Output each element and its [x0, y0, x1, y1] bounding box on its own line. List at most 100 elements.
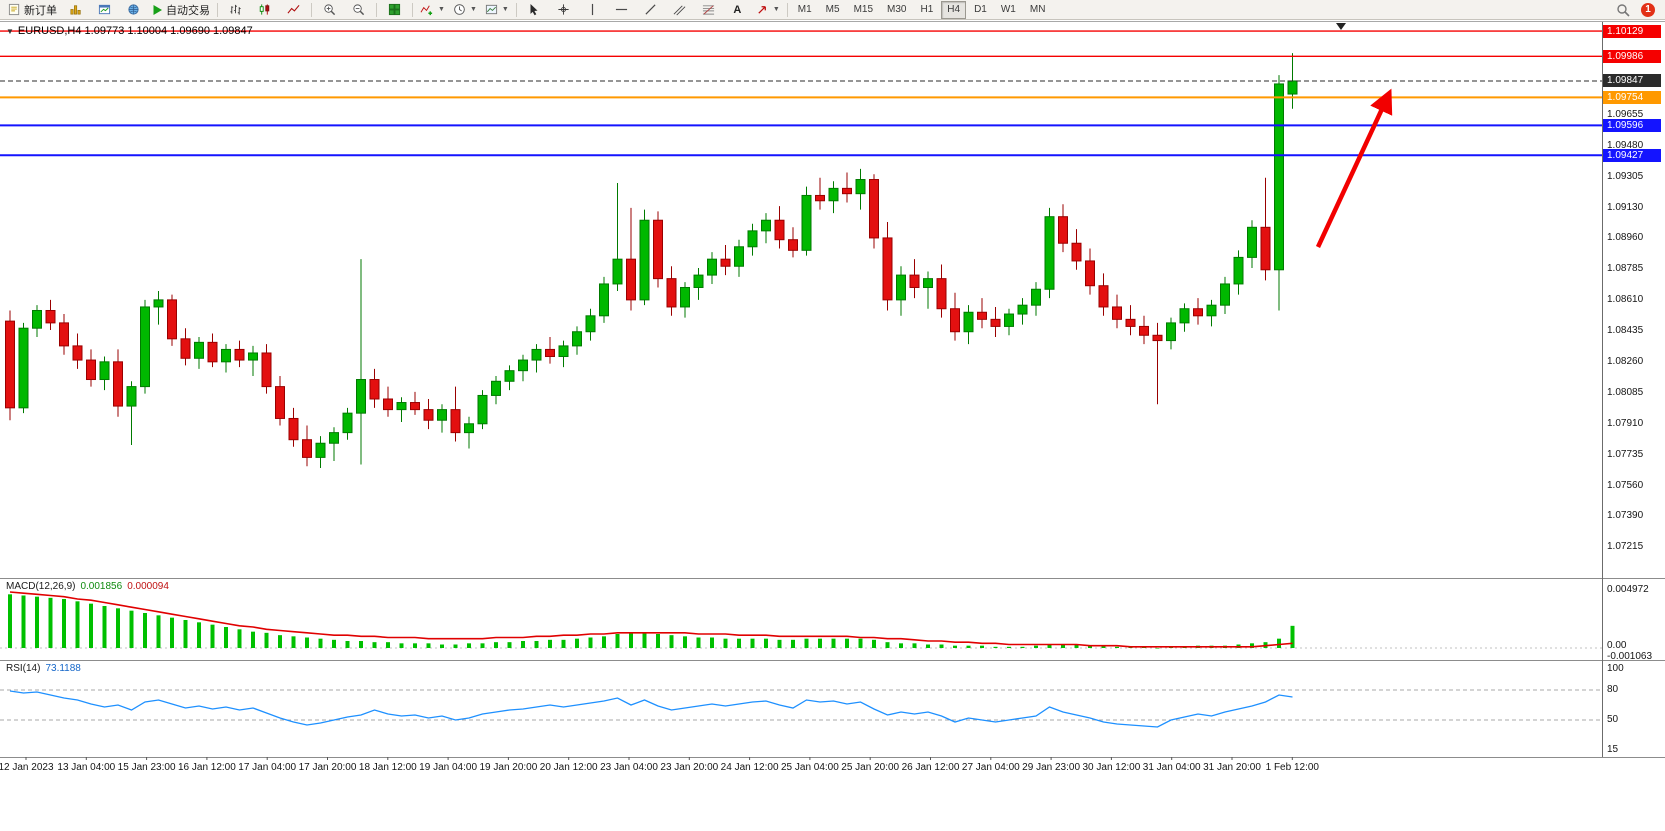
candle	[869, 174, 879, 249]
candle	[1031, 282, 1041, 316]
macd-histogram-bar	[332, 639, 336, 648]
trendline-tool-button[interactable]	[636, 0, 665, 20]
candle	[558, 340, 569, 368]
candle	[896, 266, 906, 316]
candle	[86, 349, 96, 387]
crosshair-tool-button[interactable]	[549, 0, 578, 20]
candle	[261, 344, 272, 394]
timeframe-w1-button[interactable]: W1	[1000, 4, 1016, 15]
timeframe-h1-button[interactable]: H1	[920, 4, 934, 15]
candle	[248, 345, 258, 376]
macd-histogram-bar	[210, 624, 215, 648]
candle	[923, 271, 933, 309]
timeframe-m15-button[interactable]: M15	[853, 4, 874, 15]
chart-window-button[interactable]	[90, 0, 119, 20]
fibonacci-tool-button[interactable]	[694, 0, 723, 20]
dropdown-caret-icon: ▼	[501, 6, 509, 13]
candle	[774, 206, 785, 249]
vertical-line-tool-button[interactable]	[578, 0, 607, 20]
indicators-button[interactable]: ▼	[416, 0, 449, 20]
candle	[666, 266, 677, 316]
search-button[interactable]	[1608, 0, 1637, 20]
candle	[288, 407, 299, 447]
candle	[977, 298, 987, 329]
candle	[167, 294, 177, 346]
macd-pane[interactable]	[0, 578, 1602, 660]
horizontal-line-tool-button[interactable]	[607, 0, 636, 20]
macd-histogram-bar	[318, 638, 323, 648]
macd-histogram-bar	[8, 594, 12, 648]
macd-histogram-bar	[62, 598, 66, 648]
candle	[1220, 276, 1230, 315]
periods-button[interactable]: ▼	[449, 0, 481, 20]
macd-histogram-bar	[791, 639, 795, 648]
new-order-button[interactable]: 新订单	[4, 0, 61, 20]
templates-button[interactable]: ▼	[481, 0, 513, 20]
candle	[1139, 315, 1149, 345]
notification-badge[interactable]: 1	[1641, 2, 1655, 17]
candle	[1044, 207, 1055, 299]
market-watch-button[interactable]	[61, 0, 90, 20]
candle	[356, 259, 366, 465]
macd-histogram-bar	[413, 643, 417, 648]
candle	[1098, 273, 1109, 316]
candle	[518, 354, 528, 382]
macd-histogram-bar	[858, 638, 863, 648]
candle	[720, 245, 731, 276]
dropdown-caret-icon: ▼	[438, 6, 445, 13]
toolbar-separator	[786, 2, 788, 17]
autotrading-button[interactable]: 自动交易	[148, 0, 214, 20]
trend-arrow[interactable]	[1315, 88, 1393, 248]
macd-histogram-bar	[669, 635, 674, 648]
chart-window-icon	[98, 3, 111, 16]
macd-histogram-bar	[345, 640, 350, 648]
time-axis[interactable]	[0, 757, 1602, 783]
scroll-marker-icon[interactable]	[1336, 23, 1346, 30]
candle	[761, 213, 771, 244]
candle	[599, 276, 609, 323]
toolbar-separator	[217, 2, 218, 17]
rsi-pane[interactable]	[0, 660, 1602, 757]
tile-windows-button[interactable]	[380, 0, 409, 20]
candle	[437, 404, 447, 433]
macd-histogram-bar	[1020, 646, 1025, 648]
navigator-button[interactable]	[119, 0, 148, 20]
macd-histogram-bar	[35, 596, 39, 648]
new-order-icon	[8, 3, 21, 16]
arrows-tool-button[interactable]: ▼	[752, 0, 784, 20]
timeframe-d1-button[interactable]: D1	[974, 4, 987, 15]
candle	[1017, 298, 1028, 325]
candle	[396, 397, 407, 422]
candle	[18, 322, 29, 414]
zoom-out-button[interactable]	[344, 0, 373, 20]
macd-histogram-bar	[615, 633, 620, 648]
vertical-line-icon	[586, 3, 599, 16]
toolbar-separator	[412, 2, 413, 17]
macd-histogram-bar	[966, 645, 971, 648]
zoom-in-button[interactable]	[315, 0, 344, 20]
bar-chart-mode-button[interactable]	[221, 0, 250, 20]
candle	[626, 207, 636, 311]
candle	[477, 390, 488, 430]
macd-histogram-bar	[399, 643, 404, 648]
candle	[1058, 204, 1068, 253]
macd-histogram-bar	[264, 632, 269, 648]
channel-tool-button[interactable]	[665, 0, 694, 20]
timeframe-m1-button[interactable]: M1	[797, 4, 812, 15]
cursor-tool-button[interactable]	[520, 0, 549, 20]
candlestick-mode-button[interactable]	[250, 0, 279, 20]
timeframe-m30-button[interactable]: M30	[887, 4, 907, 15]
timeframe-m5-button[interactable]: M5	[825, 4, 840, 15]
timeframe-mn-button[interactable]: MN	[1029, 4, 1046, 15]
macd-histogram-bar	[723, 638, 728, 648]
line-chart-mode-button[interactable]	[279, 0, 308, 20]
text-tool-label: A	[733, 3, 742, 16]
macd-histogram-bar	[548, 639, 552, 648]
timeframe-group: M1 M5 M15 M30 H1 H4 D1 W1 MN	[791, 0, 1053, 19]
main-chart-pane[interactable]	[0, 22, 1602, 578]
timeframe-h4-button[interactable]: H4	[941, 0, 967, 19]
text-tool-button[interactable]: A	[723, 0, 752, 20]
price-axis[interactable]	[1602, 22, 1665, 757]
candle	[828, 181, 839, 214]
